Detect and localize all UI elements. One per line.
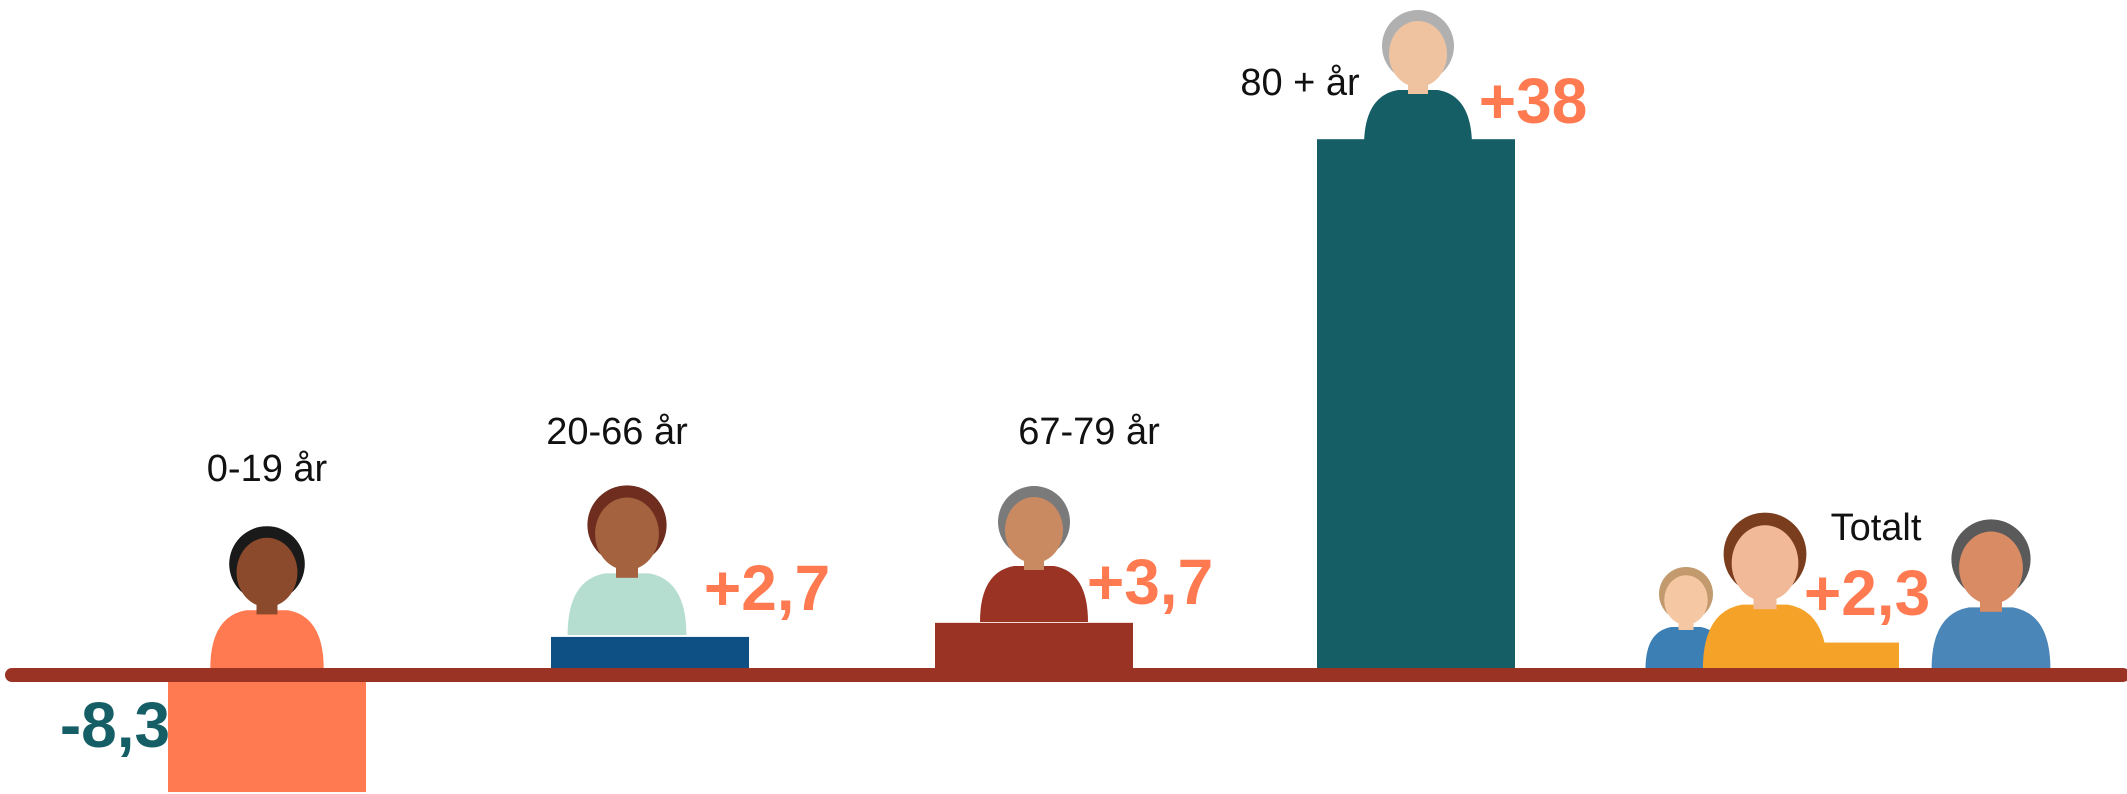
person-icon <box>1702 512 1828 669</box>
category-label: Totalt <box>1831 507 1922 549</box>
person-body <box>1702 604 1828 669</box>
person-body <box>567 573 687 635</box>
person-icon <box>567 485 687 635</box>
person-icon <box>210 526 324 669</box>
person-face <box>1664 575 1708 625</box>
value-label: +3,7 <box>1087 546 1213 618</box>
person-face <box>1731 525 1799 602</box>
bar <box>935 622 1133 675</box>
category-label: 0-19 år <box>207 448 328 490</box>
person-face <box>236 537 298 608</box>
person-body <box>1364 90 1472 146</box>
value-label: +2,3 <box>1804 557 1930 629</box>
bar <box>168 675 366 793</box>
category-label: 67-79 år <box>1018 411 1160 453</box>
person-face <box>1005 497 1063 563</box>
bar <box>1317 139 1515 675</box>
category-label: 80 + år <box>1240 62 1360 104</box>
person-body <box>980 566 1088 622</box>
person-icon <box>1364 10 1472 146</box>
value-label: +38 <box>1479 65 1588 137</box>
person-body <box>1931 607 2051 669</box>
person-face <box>1959 531 2023 605</box>
category-label: 20-66 år <box>546 411 688 453</box>
person-icon <box>1931 519 2051 669</box>
person-icon <box>1645 567 1727 669</box>
person-body <box>210 610 324 669</box>
value-label: +2,7 <box>704 552 830 624</box>
person-face <box>1389 21 1447 87</box>
person-icon <box>980 486 1088 622</box>
person-face <box>595 497 659 571</box>
value-label: -8,3 <box>60 689 170 761</box>
